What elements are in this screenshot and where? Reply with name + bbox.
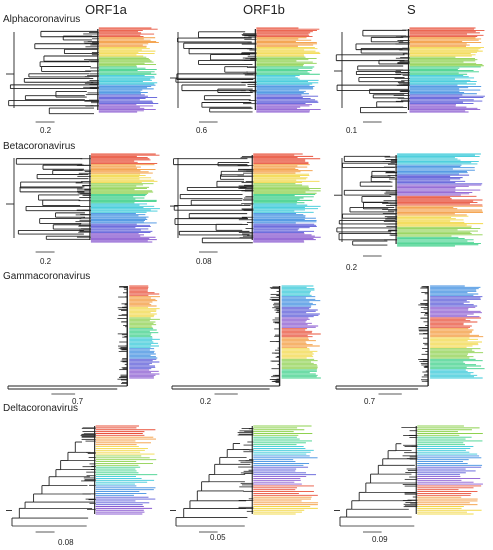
tree-panel-delta-s: [332, 420, 487, 536]
scale-bar-label: 0.2: [346, 263, 358, 272]
scale-bar-label: 0.05: [210, 533, 226, 542]
column-header-s: S: [407, 2, 416, 17]
phylogenetic-tree: [334, 153, 484, 257]
row-title-deltacoronavirus: Deltacoronavirus: [3, 403, 79, 414]
tree-panel-gamma-orf1a: [4, 284, 162, 396]
tree-panel-beta-s: [332, 152, 487, 260]
scale-bar-label: 0.2: [40, 126, 52, 135]
phylogenetic-tree: [6, 425, 158, 533]
scale-bar-label: 0.2: [40, 257, 52, 266]
phylogenetic-tree: [334, 425, 483, 533]
row-title-betacoronavirus: Betacoronavirus: [3, 141, 76, 152]
tree-panel-beta-orf1a: [4, 152, 162, 256]
tree-panel-delta-orf1b: [168, 420, 323, 536]
phylogenetic-tree: [170, 27, 321, 123]
tree-panel-delta-orf1a: [4, 420, 162, 536]
scale-bar-label: 0.1: [346, 126, 358, 135]
tree-panel-alpha-s: [332, 26, 487, 126]
scale-bar-label: 0.6: [196, 126, 208, 135]
tree-panel-gamma-orf1b: [168, 284, 323, 396]
tree-panel-gamma-s: [332, 284, 487, 396]
row-title-gammacoronavirus: Gammacoronavirus: [3, 271, 91, 282]
phylogenetic-tree: [170, 153, 321, 253]
column-header-orf1a: ORF1a: [85, 2, 127, 17]
phylogenetic-tree: [6, 153, 160, 253]
tree-panel-alpha-orf1b: [168, 26, 323, 126]
tree-panel-beta-orf1b: [168, 152, 323, 256]
scale-bar-label: 0.7: [72, 397, 84, 406]
phylogenetic-tree: [170, 425, 319, 533]
phylogenetic-tree: [334, 27, 485, 123]
scale-bar-label: 0.08: [196, 257, 212, 266]
scale-bar-label: 0.7: [364, 397, 376, 406]
phylogenetic-tree: [171, 285, 321, 395]
phylogenetic-tree: [6, 27, 159, 123]
scale-bar-label: 0.09: [372, 535, 388, 544]
phylogenetic-tree: [7, 285, 160, 395]
phylogenetic-tree: [335, 285, 485, 395]
column-header-orf1b: ORF1b: [243, 2, 285, 17]
tree-panel-alpha-orf1a: [4, 26, 162, 126]
scale-bar-label: 0.2: [200, 397, 212, 406]
scale-bar-label: 0.08: [58, 538, 74, 547]
row-title-alphacoronavirus: Alphacoronavirus: [3, 14, 81, 25]
